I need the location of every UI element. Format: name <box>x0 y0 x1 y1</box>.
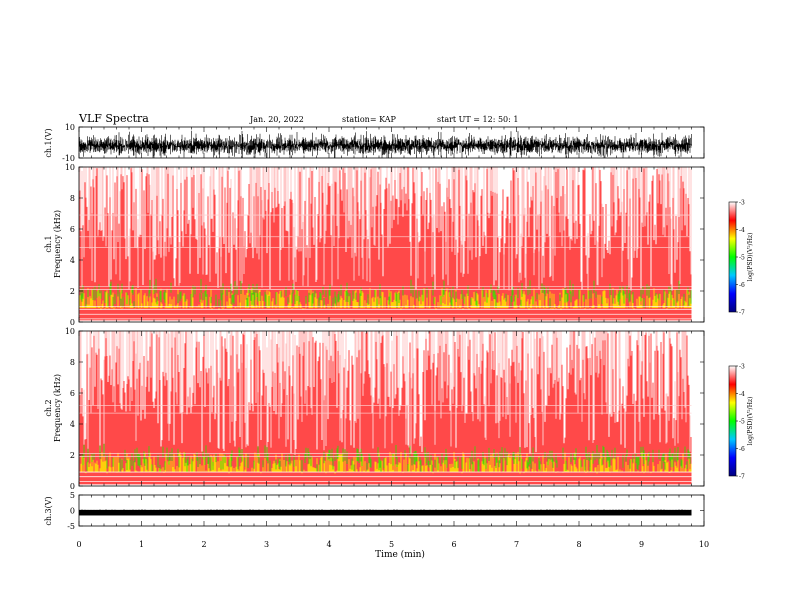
p2-ytick-label: 6 <box>70 225 75 234</box>
x-tick-label: 10 <box>699 540 709 549</box>
p3-ytick-label: 10 <box>65 327 75 336</box>
x-tick-label: 6 <box>451 540 456 549</box>
cb2-tick-label: -6 <box>739 446 745 453</box>
colorbar-ch1: -3 -4 -5 -6 -7 log(PSD)(V²/Hz) <box>728 200 754 317</box>
ch1-waveform-ylabel: ch.1(V) <box>44 128 53 157</box>
ch2-spectrogram-ylabel-freq: Frequency (kHz) <box>53 374 62 442</box>
p2-ytick-label: 0 <box>70 318 75 327</box>
figure-title: VLF Spectra <box>78 112 149 125</box>
x-tick-label: 3 <box>264 540 269 549</box>
ch3-waveform-ylabel: ch.3(V) <box>44 496 53 525</box>
p3-ytick-label: 6 <box>70 389 75 398</box>
ch2-spectrogram-panel: 0 2 4 6 8 10 <box>65 327 705 491</box>
ch3-waveform-ytick-label: -5 <box>67 522 75 531</box>
p2-ytick-label: 10 <box>65 163 75 172</box>
ch3-waveform-band <box>79 509 692 516</box>
cb1-tick-label: -6 <box>739 282 745 289</box>
figure-station: station= KAP <box>342 115 397 124</box>
cb1-bar <box>728 201 737 313</box>
ch3-waveform-spikes <box>78 509 692 510</box>
cb2-tick-label: -5 <box>739 419 745 426</box>
figure-date: Jan. 20, 2022 <box>249 115 304 124</box>
cb1-tick-label: -3 <box>739 200 745 207</box>
ch3-waveform-ytick-label: 0 <box>70 507 75 516</box>
cb2-bar <box>728 365 737 477</box>
ch3-waveform-ytick-label: 5 <box>70 491 75 500</box>
cb2-tick-label: -7 <box>739 474 745 481</box>
cb2-tick-label: -4 <box>739 391 745 398</box>
ch1-waveform-trace <box>78 130 692 158</box>
ch3-waveform-panel: 50-50 1 2 3 4 5 6 7 8 9 10 <box>67 491 709 549</box>
ch1-spectrogram-ylabel-channel: ch.1 <box>44 235 53 252</box>
x-axis-label: Time (min) <box>375 549 425 560</box>
colorbar-ch2: -3 -4 -5 -6 -7 log(PSD)(V²/Hz) <box>728 364 754 481</box>
x-tick-label: 5 <box>389 540 394 549</box>
cb2-label: log(PSD)(V²/Hz) <box>747 397 754 446</box>
figure-start-time: start UT = 12: 50: 1 <box>437 115 518 124</box>
ch1-waveform-panel: 10 -10 <box>62 123 705 163</box>
p2-weak-noise <box>79 167 692 291</box>
p3-ytick-label: 0 <box>70 482 75 491</box>
x-tick-label: 2 <box>201 540 206 549</box>
x-tick-label: 4 <box>326 540 331 549</box>
cb1-tick-label: -7 <box>739 310 745 317</box>
x-tick-label: 1 <box>139 540 144 549</box>
cb1-tick-label: -5 <box>739 255 745 262</box>
p2-ytick-label: 8 <box>70 194 75 203</box>
p3-ytick-label: 2 <box>70 451 75 460</box>
cb2-tick-label: -3 <box>739 364 745 371</box>
ch1-spectrogram-panel: 0 2 4 6 8 10 <box>65 163 705 327</box>
ch1-waveform-ytick-label: -10 <box>62 154 75 163</box>
x-tick-label: 9 <box>639 540 644 549</box>
cb1-label: log(PSD)(V²/Hz) <box>747 233 754 282</box>
ch2-spectrogram-ylabel-channel: ch.2 <box>44 399 53 416</box>
p3-ytick-label: 4 <box>70 420 75 429</box>
p2-ytick-label: 2 <box>70 287 75 296</box>
x-tick-label: 7 <box>514 540 519 549</box>
p2-ytick-label: 4 <box>70 256 75 265</box>
cb1-tick-label: -4 <box>739 227 745 234</box>
x-tick-label: 8 <box>576 540 581 549</box>
ch1-spectrogram-ylabel-freq: Frequency (kHz) <box>53 210 62 278</box>
x-tick-label: 0 <box>76 540 81 549</box>
p3-ytick-label: 8 <box>70 358 75 367</box>
ch1-waveform-ytick-label: 10 <box>65 123 75 132</box>
